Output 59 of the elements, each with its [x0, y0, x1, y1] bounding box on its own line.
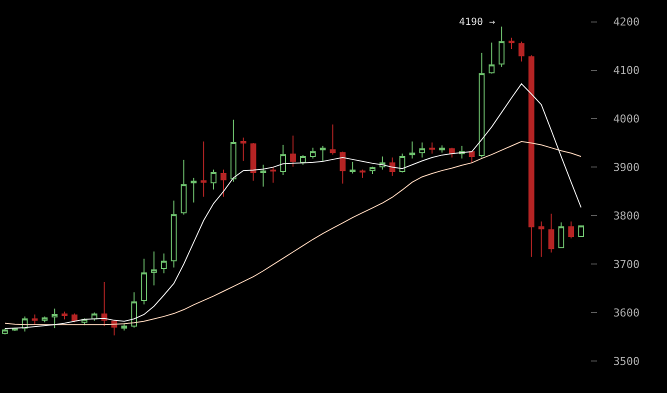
candlestick: [151, 251, 157, 286]
line-series: [4, 83, 582, 330]
candlestick: [350, 161, 356, 174]
candlestick: [290, 135, 296, 168]
candlestick: [538, 220, 544, 258]
annotation: 4190 →: [459, 17, 496, 28]
candlestick: [498, 26, 505, 68]
candlestick: [131, 292, 138, 328]
line-series: [4, 141, 582, 326]
candlestick: [409, 141, 416, 159]
candlestick: [190, 177, 197, 204]
candlestick: [558, 222, 564, 248]
candlestick: [32, 314, 38, 326]
candlestick: [170, 200, 177, 268]
candlestick: [101, 282, 108, 327]
y-tick-label: 3600: [613, 306, 640, 320]
candlestick: [300, 154, 306, 166]
candlestick: [260, 164, 266, 188]
candlestick: [121, 322, 128, 331]
candlestick: [62, 311, 68, 320]
candlestick: [518, 41, 524, 62]
candlestick: [160, 252, 167, 274]
candlestick: [200, 141, 207, 198]
candlestick: [439, 144, 445, 154]
y-tick-label: 4200: [613, 16, 640, 29]
candlestick: [568, 220, 574, 239]
candlestick: [389, 156, 396, 176]
candlestick: [42, 316, 48, 323]
candlestick: [270, 166, 276, 184]
candlestick: [360, 169, 366, 178]
candlestick: [141, 258, 147, 305]
candlestick: [230, 119, 236, 182]
candlestick: [330, 124, 336, 156]
y-tick-label: 4000: [613, 112, 640, 126]
candlestick: [240, 137, 246, 162]
candlestick: [280, 144, 286, 176]
candlestick: [488, 42, 495, 74]
candlestick: [528, 54, 534, 258]
candlestick: [250, 142, 256, 182]
candlestick: [310, 147, 316, 159]
y-tick-label: 4100: [613, 64, 640, 78]
candlestick: [548, 213, 554, 253]
candlestick: [180, 159, 187, 216]
candlestick: [320, 145, 326, 162]
y-tick-label: 3900: [613, 161, 640, 174]
candlestick: [578, 225, 584, 237]
candlestick: [340, 151, 346, 184]
candlestick: [210, 169, 216, 190]
candlestick: [72, 313, 78, 323]
candlestick: [52, 308, 58, 329]
candlestick: [478, 52, 485, 158]
candlestick: [370, 166, 376, 174]
candlestick: [429, 142, 435, 154]
candlestick: [508, 37, 514, 50]
y-tick-label: 3800: [613, 209, 640, 222]
candlestick: [220, 169, 226, 198]
candlestick: [419, 142, 426, 158]
y-tick-label: 3700: [613, 258, 640, 271]
y-tick-label: 3500: [613, 354, 640, 368]
